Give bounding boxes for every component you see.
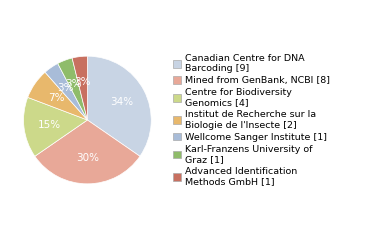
Wedge shape (45, 63, 87, 120)
Wedge shape (58, 58, 87, 120)
Wedge shape (24, 97, 87, 156)
Text: 3%: 3% (57, 84, 74, 93)
Text: 3%: 3% (74, 77, 91, 87)
Wedge shape (35, 120, 140, 184)
Text: 7%: 7% (48, 93, 64, 103)
Text: 30%: 30% (76, 153, 99, 163)
Text: 34%: 34% (110, 97, 133, 107)
Text: 3%: 3% (66, 79, 82, 89)
Legend: Canadian Centre for DNA
Barcoding [9], Mined from GenBank, NCBI [8], Centre for : Canadian Centre for DNA Barcoding [9], M… (172, 53, 331, 187)
Wedge shape (28, 72, 87, 120)
Wedge shape (72, 56, 87, 120)
Wedge shape (87, 56, 151, 156)
Text: 15%: 15% (38, 120, 61, 130)
